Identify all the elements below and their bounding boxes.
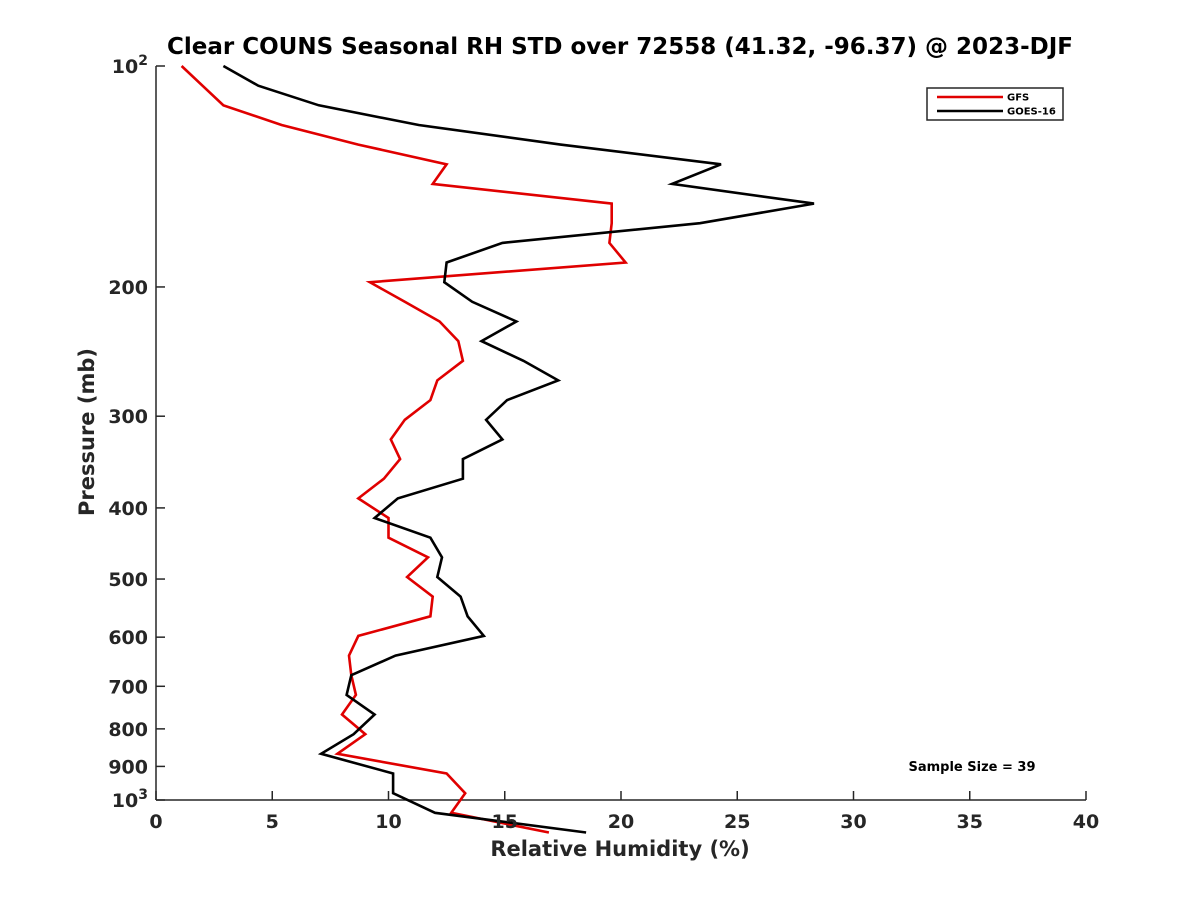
- sample-size-annotation: Sample Size = 39: [908, 760, 1035, 775]
- y-tick-label: 900: [108, 756, 148, 778]
- series-layer: [180, 64, 815, 834]
- x-tick-label: 35: [957, 811, 983, 833]
- x-tick-label: 20: [608, 811, 634, 833]
- y-tick-label: 700: [108, 676, 148, 698]
- chart-title: Clear COUNS Seasonal RH STD over 72558 (…: [167, 34, 1073, 60]
- x-tick-label: 10: [375, 811, 401, 833]
- x-tick-label: 30: [840, 811, 866, 833]
- y-tick-label: 500: [108, 569, 148, 591]
- y-axis: 102 200 300 400 500 600 700 800 900 103: [108, 53, 165, 812]
- y-tick-label: 600: [108, 627, 148, 649]
- series-line-gfs: [180, 65, 629, 834]
- x-tick-label: 15: [492, 811, 518, 833]
- x-tick-label: 0: [149, 811, 162, 833]
- legend-label-goes-16: GOES-16: [1007, 107, 1056, 118]
- x-tick-label: 25: [724, 811, 750, 833]
- legend-box: [926, 87, 1064, 121]
- x-axis-label: Relative Humidity (%): [490, 837, 749, 861]
- y-axis-label: Pressure (mb): [75, 348, 99, 516]
- x-tick-label: 5: [266, 811, 279, 833]
- legend-label-gfs: GFS: [1007, 93, 1029, 104]
- y-tick-label: 102: [112, 53, 148, 78]
- legend: GFS GOES-16: [926, 87, 1064, 121]
- series-line-goes-16: [222, 64, 815, 834]
- y-tick-label: 800: [108, 719, 148, 741]
- x-tick-label: 40: [1073, 811, 1099, 833]
- y-tick-label: 200: [108, 277, 148, 299]
- x-axis: 0 5 10 15 20 25 30 35 40: [149, 791, 1099, 833]
- plot-area: [155, 66, 1086, 801]
- y-tick-label: 103: [112, 787, 148, 812]
- y-tick-label: 400: [108, 498, 148, 520]
- y-tick-label: 300: [108, 406, 148, 428]
